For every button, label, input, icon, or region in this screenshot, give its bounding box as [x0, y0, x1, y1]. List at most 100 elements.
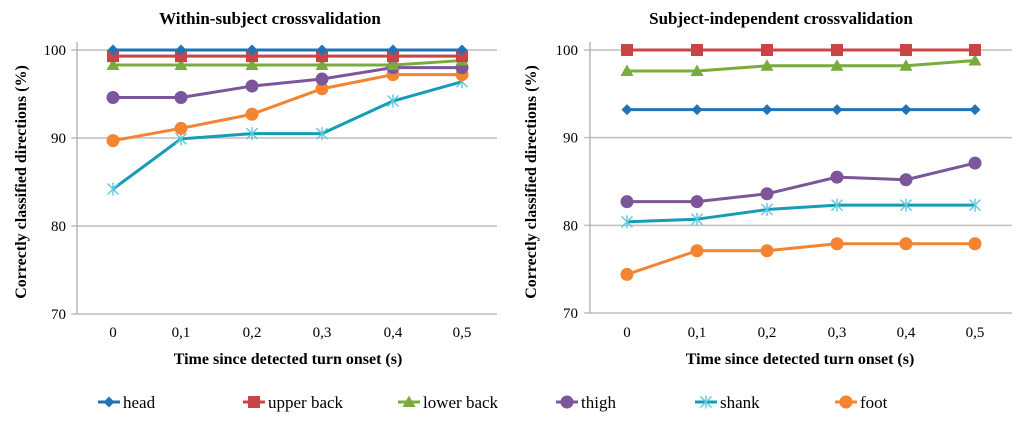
legend-item-thigh: thigh: [556, 393, 616, 412]
x-tick-label: 0,3: [313, 325, 332, 341]
data-point: [175, 50, 187, 63]
data-point: [316, 50, 328, 63]
legend-marker: [700, 395, 712, 409]
data-point: [387, 94, 399, 108]
data-point: [316, 44, 328, 56]
x-tick-label: 0,5: [966, 325, 985, 341]
data-point: [830, 170, 844, 184]
data-point: [900, 104, 912, 116]
x-tick-label: 0,2: [243, 325, 262, 341]
data-point: [621, 104, 633, 116]
series-line: [113, 59, 463, 67]
data-point: [316, 127, 328, 141]
series-thigh: [106, 61, 469, 105]
y-tick-labels: 70 80 90 100: [44, 43, 67, 323]
data-point: [246, 44, 258, 56]
data-point: [761, 104, 773, 116]
legend-item-upper-back: upper back: [243, 393, 344, 412]
series-upper-back: [107, 50, 468, 63]
chart-subject-independent: Subject-independent crossvalidation Corr…: [523, 9, 1012, 368]
data-point: [245, 79, 259, 93]
data-point: [969, 44, 981, 56]
x-tick-label: 0: [623, 325, 631, 341]
x-tick-label: 0,5: [453, 325, 472, 341]
data-point: [106, 134, 120, 148]
series-foot: [106, 68, 469, 148]
data-point: [691, 212, 703, 226]
x-tick-label: 0,4: [897, 325, 916, 341]
data-point: [456, 44, 468, 56]
x-tick-label: 0,2: [758, 325, 777, 341]
legend-item-lower-back: lower back: [398, 393, 499, 412]
series: [106, 44, 469, 196]
data-point: [174, 91, 188, 105]
data-point: [830, 59, 844, 71]
series-line: [626, 203, 975, 224]
y-tick-label: 80: [563, 218, 578, 234]
series-lower-back: [620, 54, 982, 77]
legend-label: head: [123, 393, 156, 412]
data-point: [968, 54, 982, 66]
data-point: [246, 127, 258, 141]
y-tick-label: 70: [51, 307, 66, 323]
x-tick-label: 0,4: [384, 325, 403, 341]
legend-item-shank: shank: [695, 393, 760, 412]
y-axis-title: Correctly classified directions (%): [523, 65, 540, 299]
data-point: [831, 104, 843, 116]
legend-marker: [839, 395, 853, 409]
series-line: [113, 66, 462, 100]
legend-marker: [103, 396, 115, 408]
data-point: [174, 58, 188, 70]
data-point: [760, 244, 774, 258]
x-tick-labels: 0 0,1 0,2 0,3 0,4 0,5: [109, 325, 471, 341]
data-point: [761, 44, 773, 56]
series-thigh: [620, 156, 982, 209]
data-point: [315, 72, 329, 86]
data-point: [387, 50, 399, 63]
y-tick-labels: 70 80 90 100: [556, 43, 579, 322]
legend: head upper back lower back thigh shank foot: [98, 393, 888, 412]
series-line: [627, 161, 976, 204]
data-point: [315, 58, 329, 70]
y-axis-title: Correctly classified directions (%): [13, 65, 30, 299]
data-point: [760, 59, 774, 71]
data-point: [621, 215, 633, 229]
data-point: [456, 50, 468, 63]
data-point: [107, 50, 119, 63]
data-point: [969, 104, 981, 116]
y-tick-label: 90: [563, 131, 578, 147]
legend-marker: [560, 395, 574, 409]
y-tick-label: 70: [563, 306, 578, 322]
data-point: [830, 237, 844, 251]
x-tick-labels: 0 0,1 0,2 0,3 0,4 0,5: [623, 325, 984, 341]
data-point: [690, 244, 704, 258]
series: [620, 44, 982, 281]
data-point: [245, 58, 259, 70]
series-lower-back: [106, 54, 469, 70]
data-point: [761, 203, 773, 217]
gridlines: [584, 42, 1012, 314]
series-line: [112, 80, 463, 191]
y-tick-label: 100: [556, 43, 579, 59]
legend-label: lower back: [423, 393, 499, 412]
data-point: [620, 64, 634, 77]
data-point: [690, 64, 704, 77]
legend-item-foot: foot: [835, 393, 888, 412]
data-point: [968, 156, 982, 170]
data-point: [106, 58, 120, 70]
data-point: [691, 104, 703, 116]
data-point: [899, 173, 913, 187]
data-point: [900, 198, 912, 212]
legend-label: foot: [860, 393, 888, 412]
data-point: [760, 187, 774, 201]
series-line: [112, 73, 462, 143]
x-axis-title: Time since detected turn onset (s): [686, 351, 915, 368]
data-point: [246, 50, 258, 63]
data-point: [968, 237, 982, 251]
series-shank: [107, 75, 468, 196]
data-point: [690, 195, 704, 209]
data-point: [620, 195, 634, 209]
x-tick-label: 0,1: [172, 325, 191, 341]
legend-marker: [248, 396, 260, 408]
